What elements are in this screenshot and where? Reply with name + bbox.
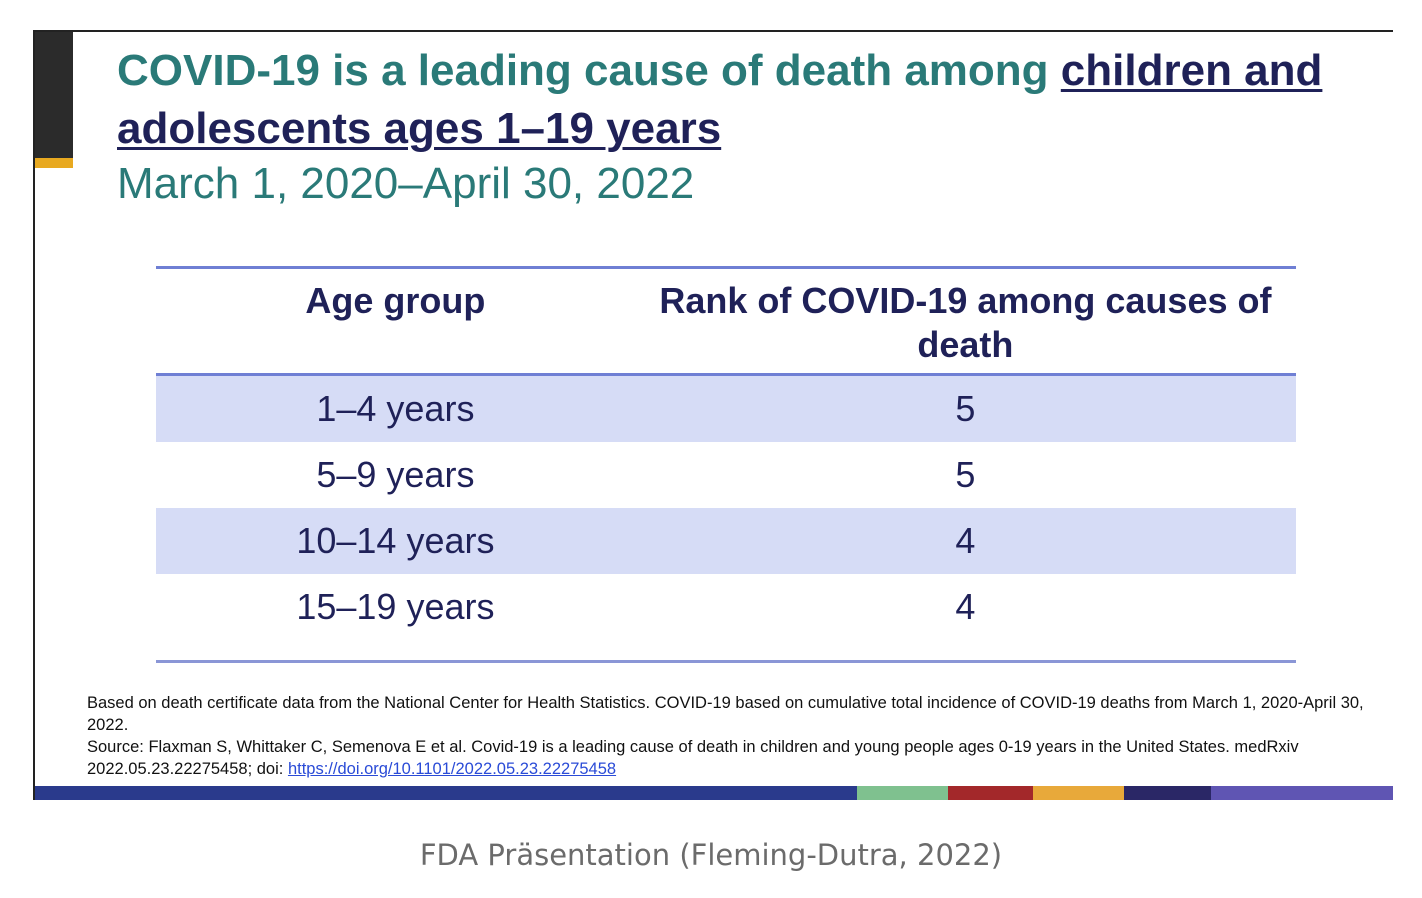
cell-rank: 4 [634,508,1296,574]
image-caption: FDA Präsentation (Fleming-Dutra, 2022) [419,838,1003,872]
cell-rank: 5 [634,374,1296,442]
stripe-segment-red [947,786,1034,800]
footnote-data-note: Based on death certificate data from the… [87,694,1364,734]
table-row: 5–9 years 5 [156,442,1296,508]
rank-table-header: Age group Rank of COVID-19 among causes … [156,267,1296,375]
slide-title-text: COVID-19 is a leading cause of death amo… [117,46,1061,95]
presentation-slide: COVID-19 is a leading cause of death amo… [33,30,1393,800]
cell-age-group: 15–19 years [296,586,495,627]
slide-subtitle: March 1, 2020–April 30, 2022 [117,159,695,208]
cell-age-group: 5–9 years [316,454,475,495]
header-rank: Rank of COVID-19 among causes of death [659,280,1272,365]
stripe-segment-gold [1033,786,1125,800]
bottom-color-stripe [35,786,1393,800]
cell-age-group: 1–4 years [156,374,635,442]
stripe-segment-purple [1211,786,1393,800]
header-age-group: Age group [305,280,486,321]
slide-side-bar [35,32,73,160]
slide-footnote: Based on death certificate data from the… [87,692,1377,780]
footnote-source: Source: Flaxman S, Whittaker C, Semenova… [87,738,1299,778]
table-bottom-rule [156,660,1296,663]
cell-rank: 4 [955,586,976,627]
rank-table-container: Age group Rank of COVID-19 among causes … [156,266,1296,674]
cell-rank: 5 [955,454,976,495]
table-row: 10–14 years 4 [156,508,1296,574]
cell-age-group: 10–14 years [156,508,635,574]
slide-title: COVID-19 is a leading cause of death amo… [117,42,1357,158]
slide-side-accent [35,158,73,168]
slide-title-emphasis: children and adolescents ages 1–19 years [117,46,1323,153]
stripe-segment-indigo [1124,786,1211,800]
rank-table-body: 1–4 years 5 5–9 years 5 10–14 years 4 15… [156,374,1296,675]
doi-link[interactable]: https://doi.org/10.1101/2022.05.23.22275… [287,760,617,778]
table-header-row: Age group Rank of COVID-19 among causes … [156,267,1296,375]
table-row: 15–19 years 4 [156,574,1296,674]
table-row: 1–4 years 5 [156,374,1296,442]
stripe-segment-green [856,786,948,800]
rank-table: Age group Rank of COVID-19 among causes … [156,266,1296,674]
stripe-segment-navy [35,786,857,800]
